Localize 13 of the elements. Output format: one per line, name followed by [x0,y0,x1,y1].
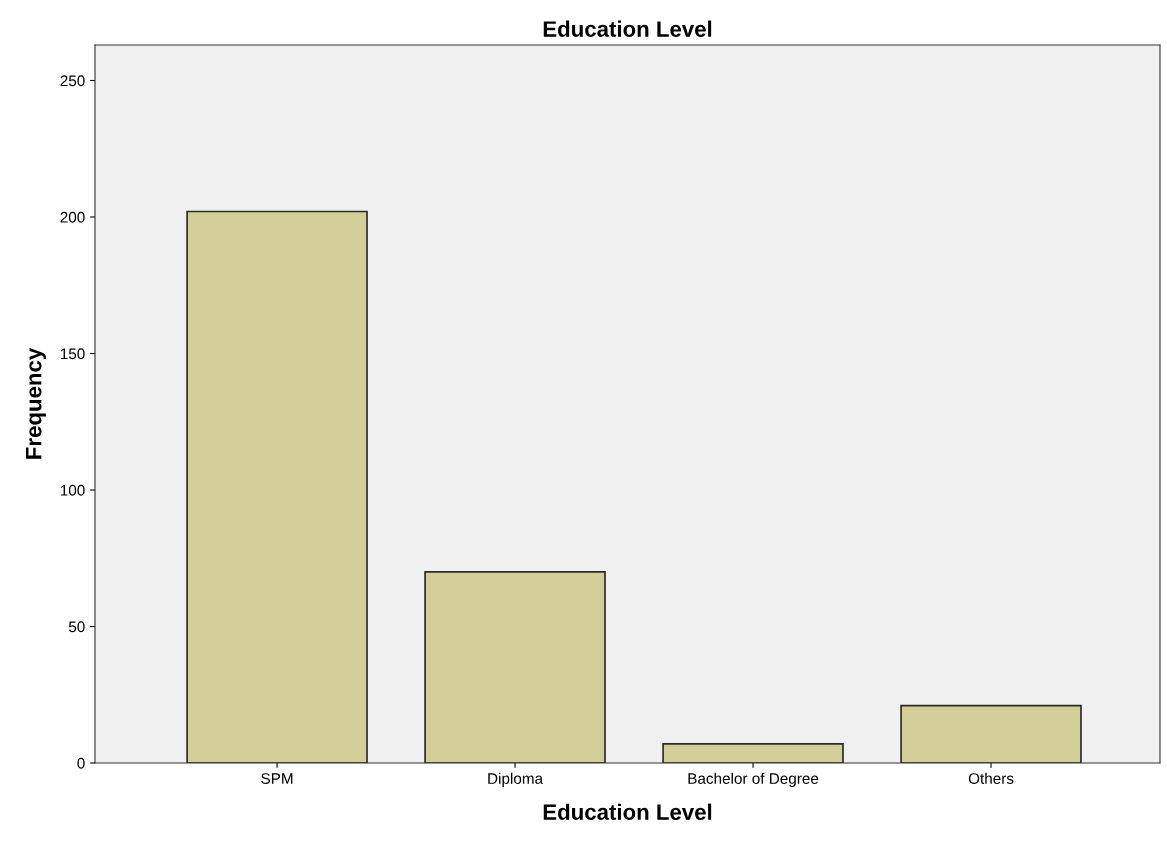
y-tick-label: 100 [60,484,85,496]
x-axis-title: Education Level [543,803,712,820]
x-tick-label: Bachelor of Degree [688,772,819,787]
chart-title: Education Level [543,20,712,37]
x-tick-label: Diploma [488,772,544,787]
y-tick-label: 250 [60,75,85,87]
y-tick-label: 200 [60,211,85,223]
x-tick-label: Others [968,772,1014,784]
y-tick-label: 50 [68,621,85,633]
y-tick-label: 150 [60,348,85,360]
y-axis-title: Frequency [26,347,46,459]
y-tick-label: 0 [77,757,85,769]
x-tick-label: SPM [261,773,293,784]
